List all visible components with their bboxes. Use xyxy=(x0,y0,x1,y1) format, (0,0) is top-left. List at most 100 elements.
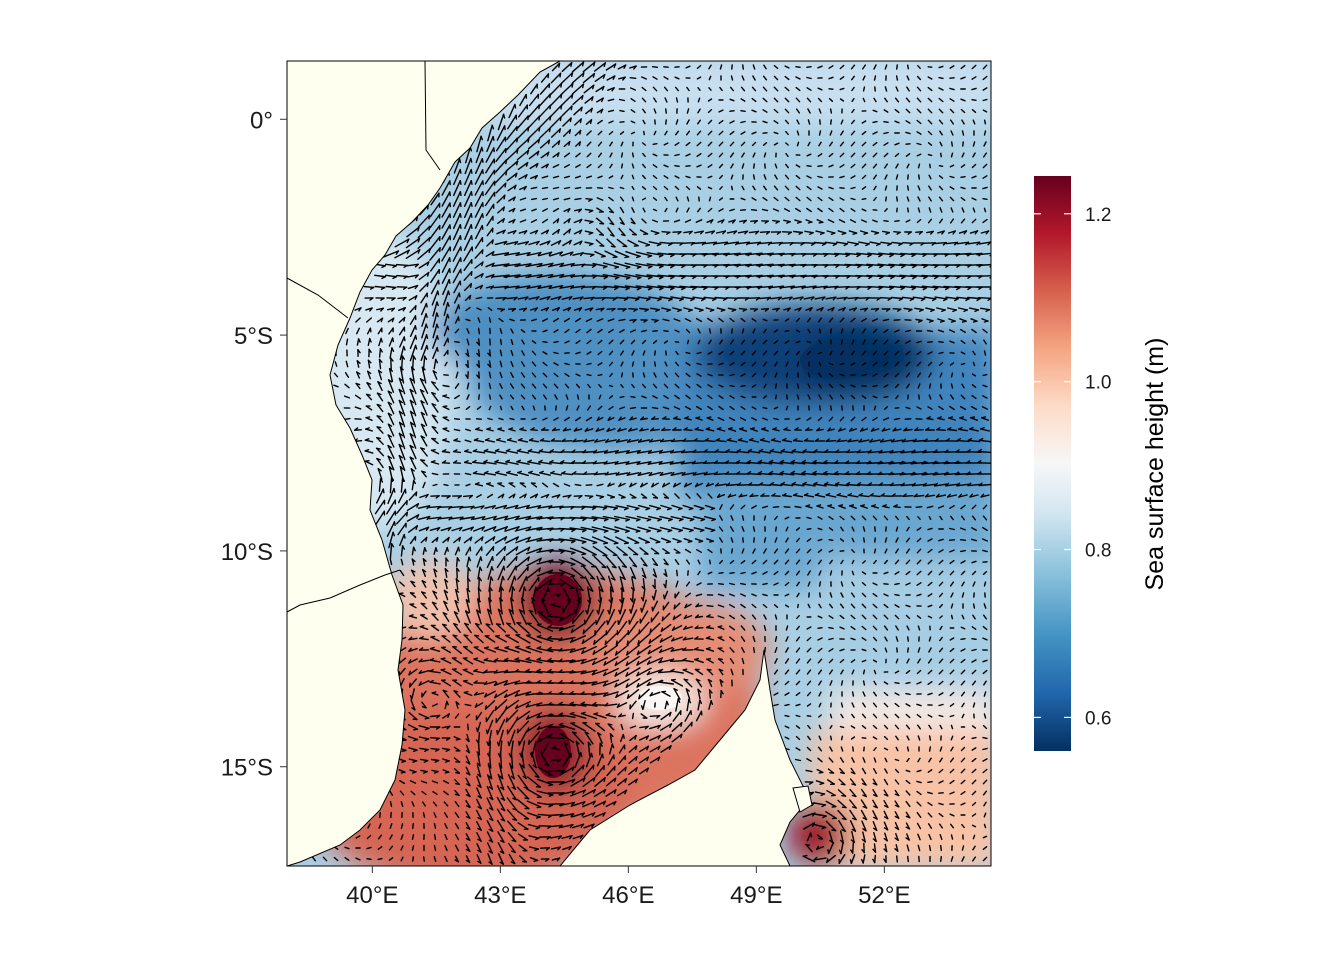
velocity-arrow xyxy=(872,328,878,334)
velocity-arrow xyxy=(376,392,384,402)
velocity-arrowhead xyxy=(985,230,990,235)
velocity-arrow xyxy=(409,433,417,449)
velocity-arrow xyxy=(407,274,419,278)
velocity-arrow xyxy=(960,328,966,334)
velocity-arrow xyxy=(939,130,943,136)
velocity-arrow xyxy=(499,394,503,400)
velocity-arrowhead xyxy=(572,471,577,475)
velocity-arrow xyxy=(762,361,768,367)
velocity-arrow xyxy=(547,262,565,268)
velocity-arrow xyxy=(659,296,673,300)
velocity-arrowhead xyxy=(878,254,883,258)
velocity-arrow xyxy=(658,461,674,465)
velocity-arrow xyxy=(938,87,944,91)
velocity-arrow xyxy=(474,169,484,185)
velocity-arrow xyxy=(696,130,702,136)
velocity-arrow xyxy=(971,339,977,345)
velocity-arrowhead xyxy=(824,449,829,453)
velocity-arrow xyxy=(652,219,658,223)
velocity-arrowhead xyxy=(409,377,414,382)
velocity-arrow xyxy=(780,483,794,487)
velocity-arrow xyxy=(538,461,552,465)
velocity-arrowhead xyxy=(402,296,407,301)
velocity-arrow xyxy=(949,527,955,531)
velocity-arrowhead xyxy=(606,427,610,432)
velocity-arrow xyxy=(729,152,735,158)
velocity-arrow xyxy=(905,108,911,114)
velocity-arrow xyxy=(453,406,461,410)
velocity-arrowhead xyxy=(525,241,529,246)
velocity-arrowhead xyxy=(578,141,581,147)
velocity-arrow xyxy=(845,450,861,454)
velocity-arrow xyxy=(505,450,519,454)
velocity-arrowhead xyxy=(624,256,630,259)
velocity-arrow xyxy=(961,383,965,389)
velocity-arrow xyxy=(866,274,884,278)
velocity-arrowhead xyxy=(692,275,697,280)
velocity-arrowhead xyxy=(380,337,383,343)
velocity-arrowhead xyxy=(620,233,626,237)
velocity-arrow xyxy=(575,340,581,344)
velocity-arrowhead xyxy=(694,427,700,431)
velocity-arrow xyxy=(707,373,713,377)
velocity-arrowhead xyxy=(602,286,608,290)
velocity-arrow xyxy=(736,450,750,454)
velocity-arrowhead xyxy=(753,219,758,224)
velocity-arrowhead xyxy=(481,169,484,175)
velocity-arrow xyxy=(602,274,620,278)
velocity-arrow xyxy=(927,361,933,367)
velocity-arrow xyxy=(432,370,438,380)
velocity-arrow xyxy=(597,350,603,356)
velocity-arrow xyxy=(486,239,494,247)
velocity-arrowhead xyxy=(923,438,928,442)
velocity-arrowhead xyxy=(436,312,439,318)
velocity-arrow xyxy=(921,274,939,278)
velocity-arrowhead xyxy=(579,229,583,235)
velocity-arrowhead xyxy=(387,412,393,416)
velocity-arrow xyxy=(572,252,584,256)
velocity-arrowhead xyxy=(864,307,869,312)
velocity-arrow xyxy=(807,119,811,125)
velocity-arrow xyxy=(668,285,686,289)
velocity-arrow xyxy=(751,197,757,201)
velocity-arrow xyxy=(675,196,679,202)
velocity-arrow xyxy=(718,163,724,169)
velocity-arrow xyxy=(784,108,790,114)
velocity-arrowhead xyxy=(496,437,501,441)
velocity-arrow xyxy=(507,439,517,443)
velocity-arrowhead xyxy=(375,447,381,450)
velocity-arrow xyxy=(848,230,858,234)
velocity-arrow xyxy=(584,219,594,223)
velocity-arrow xyxy=(585,318,593,322)
velocity-arrow xyxy=(806,65,812,69)
velocity-arrow xyxy=(729,362,735,366)
velocity-arrow xyxy=(916,351,922,355)
velocity-arrow xyxy=(532,405,536,411)
velocity-arrowhead xyxy=(517,470,522,474)
velocity-arrow xyxy=(762,75,768,81)
velocity-arrowhead xyxy=(377,468,382,472)
velocity-arrow xyxy=(515,251,531,257)
velocity-arrow xyxy=(912,439,926,443)
velocity-arrow xyxy=(624,262,642,268)
velocity-arrow xyxy=(795,174,801,180)
velocity-arrow xyxy=(939,141,943,147)
velocity-arrow xyxy=(345,327,349,335)
velocity-arrow xyxy=(685,394,691,400)
velocity-arrow xyxy=(596,483,604,487)
velocity-arrow xyxy=(784,714,790,718)
velocity-arrow xyxy=(364,460,374,466)
velocity-arrow xyxy=(344,383,350,389)
velocity-arrow xyxy=(762,350,768,356)
velocity-arrow xyxy=(517,115,529,129)
velocity-arrow xyxy=(376,415,384,423)
velocity-arrow xyxy=(696,64,702,70)
velocity-arrow xyxy=(527,461,541,465)
velocity-arrowhead xyxy=(424,355,428,361)
velocity-arrow xyxy=(663,86,669,92)
velocity-arrow xyxy=(795,196,801,202)
velocity-arrow xyxy=(779,461,795,465)
velocity-arrow xyxy=(967,241,981,245)
velocity-arrow xyxy=(625,461,641,465)
